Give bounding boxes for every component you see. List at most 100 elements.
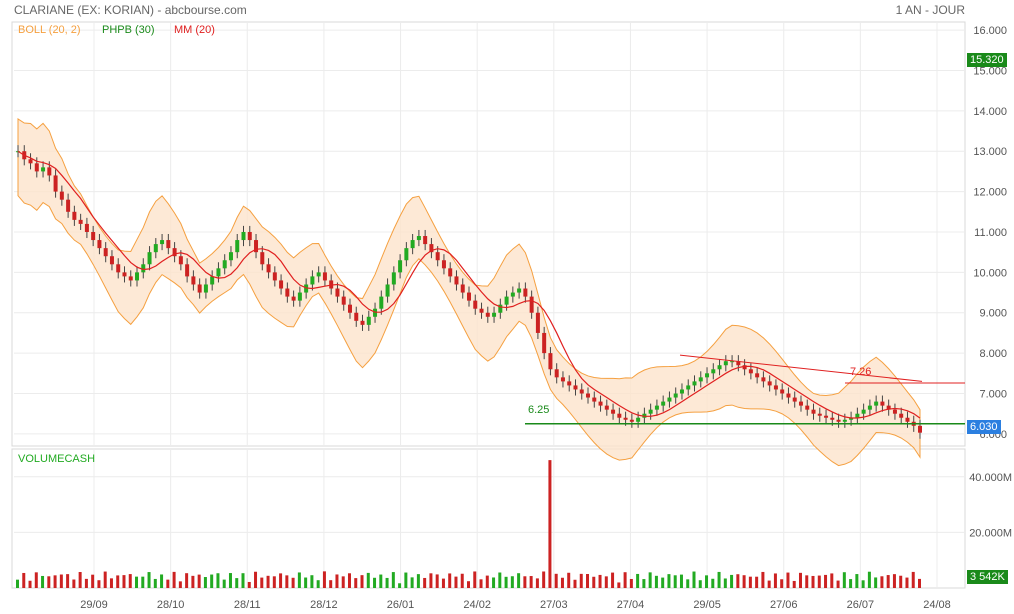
- volume-bar: [128, 574, 132, 588]
- candle-body: [191, 276, 196, 285]
- volume-bar: [573, 579, 577, 588]
- volume-bar: [260, 577, 264, 588]
- candle-body: [241, 231, 246, 241]
- candle-body: [266, 264, 271, 273]
- y-tick-label: 8.000: [979, 348, 1007, 360]
- volume-bar: [247, 581, 251, 588]
- volume-bar: [391, 572, 395, 588]
- volume-bar: [604, 576, 608, 588]
- volume-bar: [767, 580, 771, 588]
- candle-body: [448, 268, 453, 277]
- candle-body: [554, 369, 559, 378]
- candle-body: [886, 405, 891, 410]
- volume-bar: [861, 580, 865, 588]
- volume-bar: [686, 579, 690, 588]
- support-resistance-lines: [525, 354, 965, 425]
- volume-bar: [172, 571, 176, 588]
- candle-body: [297, 292, 302, 301]
- candle-body: [730, 361, 735, 363]
- volume-bar: [542, 571, 546, 588]
- candle-body: [604, 405, 609, 410]
- candle-body: [560, 377, 565, 382]
- candle-body: [385, 284, 390, 297]
- candle-body: [141, 264, 146, 273]
- candle-body: [416, 236, 421, 241]
- volume-bar: [498, 572, 502, 588]
- candle-body: [335, 288, 340, 297]
- volume-bar: [824, 574, 828, 588]
- volume-bar: [535, 578, 539, 588]
- candle-body: [798, 401, 803, 406]
- volume-bar: [291, 577, 295, 588]
- candle-body: [617, 413, 622, 418]
- y-tick-label: 11.000: [974, 227, 1007, 239]
- volume-bar: [717, 571, 721, 588]
- volume-bar: [16, 579, 19, 588]
- candle-body: [172, 248, 177, 257]
- volume-bar: [698, 580, 702, 588]
- grid-lines: [14, 22, 965, 588]
- volume-bar: [141, 576, 145, 588]
- volume-bar: [203, 577, 207, 588]
- candle-body: [679, 389, 684, 394]
- volume-bar: [354, 578, 358, 588]
- candle-body: [247, 231, 252, 241]
- candle-body: [811, 409, 816, 414]
- volume-bar: [210, 574, 214, 588]
- candle-body: [460, 284, 465, 293]
- last-volume-tag: 3 542K: [967, 570, 1008, 584]
- volume-bar: [517, 573, 521, 588]
- candle-body: [817, 413, 822, 416]
- volume-bar: [448, 573, 452, 588]
- candle-body: [918, 425, 922, 433]
- candle-body: [492, 312, 497, 317]
- volume-bar: [636, 573, 640, 588]
- candle-body: [723, 361, 728, 366]
- y-axis-ticks: 16.000 15.000 14.000 13.000 12.000 11.000 10.0…: [969, 25, 1012, 539]
- candle-body: [34, 163, 39, 172]
- volume-bar: [435, 574, 439, 588]
- volume-bar: [160, 574, 164, 588]
- x-tick-label: 29/09: [80, 599, 108, 611]
- volume-bar: [755, 576, 759, 588]
- candle-body: [579, 389, 584, 394]
- last-price-tag: 6.030: [967, 420, 1001, 434]
- candle-body: [454, 276, 459, 285]
- volume-bar: [147, 572, 151, 588]
- trend-line: [679, 354, 923, 382]
- candle-body: [542, 332, 547, 354]
- candle-body: [423, 236, 428, 245]
- volume-bar: [266, 575, 270, 588]
- volume-bar: [905, 577, 909, 588]
- y-tick-label: 7.000: [979, 389, 1007, 401]
- volume-bar: [322, 571, 326, 588]
- volume-bar: [786, 572, 790, 588]
- volume-bar: [911, 571, 915, 588]
- volume-bar: [548, 460, 552, 588]
- volume-bar: [918, 578, 921, 588]
- volume-bar: [329, 580, 333, 588]
- volume-bar: [91, 574, 95, 588]
- candle-body: [91, 231, 96, 241]
- candle-body: [78, 219, 83, 224]
- volume-bar: [567, 572, 571, 588]
- x-tick-label: 26/07: [847, 599, 875, 611]
- candle-body: [160, 240, 165, 245]
- candle-body: [254, 240, 259, 253]
- volume-bar: [892, 574, 896, 588]
- y-tick-label: 40.000M: [969, 472, 1012, 484]
- candle-body: [410, 240, 415, 249]
- x-tick-label: 27/03: [540, 599, 568, 611]
- period-label[interactable]: 1 AN - JOUR: [895, 3, 965, 17]
- candle-body: [535, 312, 540, 333]
- volume-bar: [586, 574, 590, 588]
- chart-title: CLARIANE (EX: KORIAN) - abcbourse.com: [14, 3, 247, 17]
- volume-bar: [661, 577, 665, 588]
- candle-body: [786, 393, 791, 398]
- volume-bar: [410, 577, 414, 588]
- candle-body: [360, 320, 365, 325]
- candle-body: [109, 256, 114, 265]
- volume-bar: [285, 575, 289, 588]
- volume-bar: [467, 581, 470, 588]
- y-tick-label: 10.000: [973, 267, 1007, 279]
